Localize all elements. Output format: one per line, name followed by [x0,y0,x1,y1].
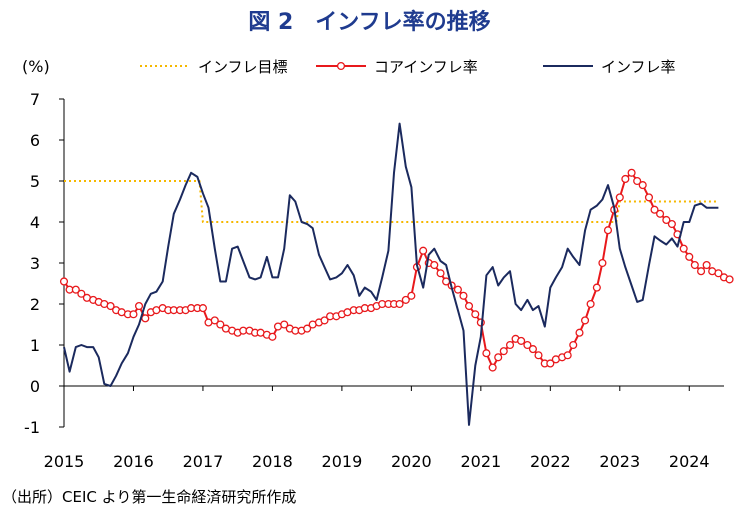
y-tick-label: 4 [30,213,40,232]
y-tick-label: -1 [24,418,40,437]
series-marker [690,260,699,270]
series-line-2 [63,122,719,426]
source-note: （出所）CEIC より第一生命経済研究所作成 [2,488,297,506]
legend-label: コアインフレ率 [374,58,478,76]
y-axis-unit-label: (%) [22,57,50,76]
series-marker [71,285,80,294]
series-marker [395,299,404,309]
y-tick-label: 0 [30,377,40,396]
series-marker [679,244,688,253]
x-tick-label: 2024 [669,452,710,471]
series-marker [453,285,462,294]
series-marker [59,277,69,286]
y-tick-label: 6 [30,131,40,150]
x-tick-label: 2015 [44,452,85,471]
series-marker [644,193,654,202]
y-tick-label: 1 [30,336,40,355]
x-tick-label: 2023 [599,452,640,471]
series-marker [697,267,706,276]
axes-layer: -1 0 1 2 3 4 5 6 7 2015 2016 2017 2018 2019 2020 2021 20… [24,90,724,471]
series-marker [198,304,207,313]
series-marker [141,314,150,323]
series-marker [627,168,636,177]
legend-marker [336,61,346,71]
x-tick-label: 2019 [322,452,363,471]
series-marker [268,332,277,341]
series-marker [494,353,503,362]
series-marker [129,310,138,319]
series-marker [430,260,439,270]
x-tick-label: 2022 [530,452,571,471]
series-marker [216,320,225,329]
series-marker [534,351,543,360]
y-tick-label: 7 [30,90,40,109]
series-marker [471,310,480,319]
series-marker [563,351,572,360]
series-marker [419,246,428,255]
series-marker [280,320,289,329]
series-marker [725,275,734,284]
series-marker [134,301,144,311]
series-layer [59,122,734,426]
series-marker [488,363,497,372]
series-marker [77,289,86,298]
series-marker [407,291,416,300]
series-marker [210,316,219,325]
series-marker [517,336,526,345]
series-marker [586,299,595,309]
series-marker [598,258,607,268]
series-marker [401,295,410,304]
series-marker [667,220,676,229]
series-marker [499,347,508,356]
series-marker [523,340,532,350]
series-marker [581,316,590,325]
y-tick-label: 2 [30,295,40,314]
series-marker [569,340,578,350]
series-marker [662,215,671,225]
x-tick-label: 2018 [252,452,293,471]
legend-label: インフレ目標 [198,58,288,76]
x-tick-label: 2017 [183,452,224,471]
series-marker [702,260,711,270]
chart-title: 図 2 インフレ率の推移 [248,10,491,35]
series-marker [546,359,555,368]
legend-label: インフレ率 [601,58,676,76]
series-marker [656,209,665,218]
series-marker [633,176,642,186]
series-marker [436,269,445,278]
x-tick-label: 2021 [460,452,501,471]
series-marker [482,349,491,358]
series-marker [464,301,474,311]
series-marker [685,252,694,261]
series-marker [592,283,601,292]
series-marker [650,205,659,214]
series-marker [528,345,537,354]
legend: インフレ目標 コアインフレ率 インフレ率 [140,58,676,76]
series-marker [714,269,723,278]
series-marker [615,193,624,202]
series-marker [320,316,329,325]
series-marker [575,328,584,337]
series-marker [505,340,515,350]
series-marker [638,181,647,190]
series-marker [621,174,630,184]
y-tick-label: 5 [30,172,40,191]
x-tick-label: 2020 [391,452,432,471]
x-tick-label: 2016 [113,452,154,471]
series-marker [106,301,115,311]
series-marker [459,291,468,300]
series-marker [603,226,613,235]
series-marker [303,324,312,333]
y-tick-label: 3 [30,254,40,273]
